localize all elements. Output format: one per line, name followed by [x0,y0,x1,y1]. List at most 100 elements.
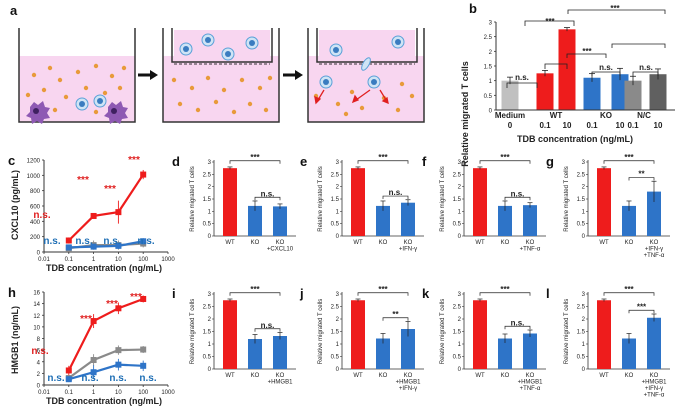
y-axis-label: Relative migrated T cells [440,299,446,364]
sig-wt-ko: *** [624,285,634,294]
panel-label-e: e [300,154,307,169]
concentration-label: 0.1 [586,121,598,130]
y-tick-label: 0 [489,109,493,115]
series-line-nc [68,348,144,379]
category-label: +IFN-γ [399,386,417,392]
data-point [115,347,122,354]
x-axis-label: TDB concentration (ng/mL) [517,134,633,144]
x-tick-label: 1 [92,257,96,263]
ns-blue-100: n.s. [139,373,156,384]
bar [248,205,262,236]
bar [649,74,667,110]
panel-d: d Relative migrated T cells 0 0.5 1 1.5 2 2.5 3 W… [172,153,296,253]
ns-medium-wt: n.s. [515,73,529,82]
category-label: KO [625,240,634,246]
star-10: *** [104,184,116,195]
sig-ko-rescue: n.s. [389,188,403,197]
data-point [115,305,122,312]
bracket-ko-rescue [504,325,531,330]
y-tick-label: 3 [336,292,340,298]
bar [351,300,365,369]
bracket-wt-ko [479,160,531,164]
y-tick-label: 8 [37,337,41,343]
bar [376,338,390,369]
concentration-label: 0 [508,121,513,130]
y-tick-label: 0.5 [203,222,212,228]
chemokine-dots [25,63,127,115]
y-tick-label: 1.5 [331,330,340,336]
data-point [90,243,97,250]
sig-wt01-wt10: *** [545,17,555,26]
bar [501,80,519,110]
data-point [65,244,72,251]
y-tick-label: 0.5 [331,355,340,361]
y-tick-label: 1 [458,209,462,215]
bar [611,74,629,110]
y-tick-label: 2 [582,185,586,191]
category-label: KO [276,373,285,379]
bar [473,168,487,236]
ns-blue-100: n.s. [137,236,154,247]
group-label-ko: KO [600,111,612,120]
t-cell-icon [391,35,405,49]
y-tick-label: 200 [30,235,41,241]
data-point [140,238,147,245]
panel-label-d: d [172,154,180,169]
bracket-wt-ko [603,160,655,164]
category-label: +TNF-α [520,247,541,253]
well-3 [307,28,425,123]
bracket-wt-ko [357,292,409,296]
y-tick-label: 10 [33,325,40,331]
data-point [115,242,122,249]
star-1: *** [80,314,92,325]
y-tick-label: 1 [208,342,212,348]
y-tick-label: 14 [33,302,40,308]
group-label-wt: WT [550,111,563,120]
bar [558,29,576,110]
chemokine-dots [171,75,273,115]
sig-wt10-ko: *** [582,47,592,56]
y-tick-label: 12 [33,314,40,320]
y-axis-label: Relative migrated T cells [190,166,196,231]
bar [597,300,611,369]
category-label: +HMGB1 [518,380,544,386]
series-line-ko [68,363,144,381]
bracket-ko-rescue [382,195,409,200]
y-tick-label: 1.5 [331,197,340,203]
y-tick-label: 2 [458,317,462,323]
y-tick-label: 3 [458,160,462,166]
t-cell-icon [319,75,333,89]
x-tick-label: 100 [138,390,149,396]
y-tick-label: 3 [208,160,212,166]
category-label: KO [379,373,388,379]
x-tick-label: 0.01 [38,390,50,396]
y-tick-label: 1200 [27,159,41,165]
ns-blue-10: n.s. [103,236,120,247]
x-tick-label: 0.1 [65,390,74,396]
sig-wt-ko: *** [624,153,634,162]
bar [498,338,512,369]
bracket-wt-ko [479,292,531,296]
y-tick-label: 0 [37,384,41,390]
category-label: WT [475,240,485,246]
category-label: +TNF-α [644,253,665,259]
arrow-head-icon [150,70,158,80]
bracket-ko-rescue [628,309,655,314]
y-ticks: 0 0.5 1 1.5 2 2.5 3 [484,21,496,115]
sig-wt-ko: *** [250,153,260,162]
y-tick-label: 2 [489,50,493,56]
y-tick-label: 0.5 [203,355,212,361]
bar [351,168,365,236]
y-tick-label: 4 [37,360,41,366]
y-axis-label: Relative migrated T cells [318,166,324,231]
sig-wt-ko: *** [500,285,510,294]
sig-wt-ko: *** [378,285,388,294]
bracket-ko-rescue [382,317,409,321]
data-point [90,357,97,364]
y-tick-label: 3 [582,160,586,166]
y-tick-label: 2 [336,185,340,191]
data-point [65,367,72,374]
t-cell-icon [93,94,107,108]
y-tick-label: 0.5 [577,355,586,361]
